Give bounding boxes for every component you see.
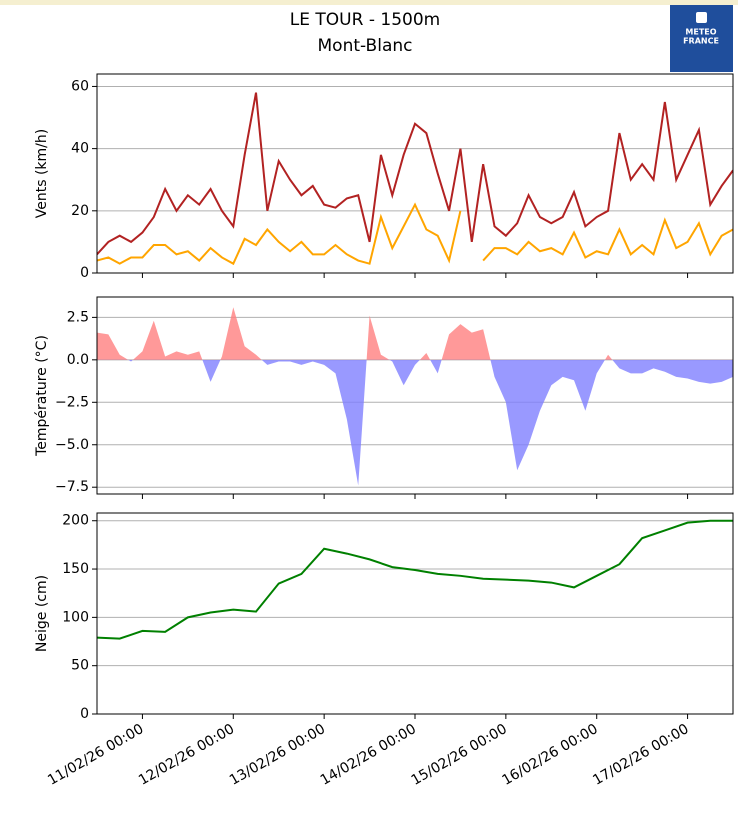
y-tick-label: −2.5 — [55, 394, 89, 410]
subtitle: Mont-Blanc — [318, 36, 413, 56]
area-above — [97, 307, 733, 360]
plot — [97, 519, 733, 640]
x-tick-label: 15/02/26 00:00 — [409, 721, 510, 789]
y-axis-label: Vents (km/h) — [34, 129, 50, 218]
x-tick-label: 17/02/26 00:00 — [590, 721, 691, 789]
plot — [97, 307, 733, 486]
y-axis-label: Neige (cm) — [34, 575, 50, 652]
y-tick-label: 0 — [80, 265, 89, 281]
x-tick-label: 16/02/26 00:00 — [499, 721, 600, 789]
y-tick-label: 2.5 — [67, 309, 89, 325]
logo-icon — [696, 12, 707, 23]
y-tick-label: 200 — [62, 513, 89, 529]
y-tick-label: 0.0 — [67, 352, 89, 368]
top-strip — [0, 0, 738, 5]
y-tick-label: 50 — [71, 658, 89, 674]
y-tick-label: 40 — [71, 141, 89, 157]
plot-frame — [96, 512, 734, 715]
x-tick-label: 13/02/26 00:00 — [227, 721, 328, 789]
x-tick-label: 14/02/26 00:00 — [318, 721, 419, 789]
plot-frame — [96, 73, 734, 274]
x-tick-label: 12/02/26 00:00 — [136, 721, 237, 789]
y-axis-label: Température (°C) — [34, 335, 50, 457]
y-tick-label: 60 — [71, 78, 89, 94]
x-tick-label: 11/02/26 00:00 — [45, 721, 146, 789]
title: LE TOUR - 1500m — [290, 10, 440, 30]
y-tick-label: −7.5 — [55, 479, 89, 495]
logo: METEO FRANCE — [670, 5, 733, 72]
logo-text: METEO — [685, 28, 716, 37]
y-tick-label: 150 — [62, 561, 89, 577]
y-tick-label: 20 — [71, 203, 89, 219]
y-tick-label: 0 — [80, 706, 89, 722]
y-tick-label: −5.0 — [55, 437, 89, 453]
line — [97, 519, 733, 640]
line — [97, 202, 733, 266]
plot — [97, 92, 733, 266]
plot-frame — [96, 296, 734, 495]
line — [97, 92, 733, 256]
plot-area — [97, 74, 733, 273]
y-tick-label: 100 — [62, 609, 89, 625]
plot-area — [97, 297, 733, 494]
logo-text: FRANCE — [683, 37, 719, 46]
area-below — [128, 359, 733, 486]
